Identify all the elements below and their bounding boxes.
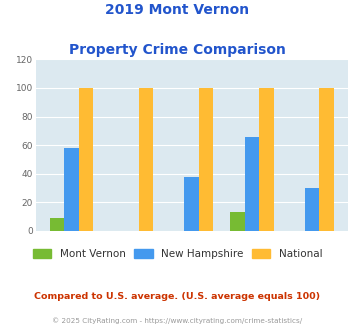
Text: Compared to U.S. average. (U.S. average equals 100): Compared to U.S. average. (U.S. average … xyxy=(34,292,321,301)
Bar xyxy=(78,88,93,231)
Bar xyxy=(259,88,274,231)
Bar xyxy=(199,88,213,231)
Bar xyxy=(139,88,153,231)
Bar xyxy=(319,88,334,231)
Bar xyxy=(245,137,259,231)
Text: 2019 Mont Vernon: 2019 Mont Vernon xyxy=(105,3,250,17)
Text: © 2025 CityRating.com - https://www.cityrating.com/crime-statistics/: © 2025 CityRating.com - https://www.city… xyxy=(53,317,302,324)
Bar xyxy=(185,177,199,231)
Bar xyxy=(64,148,78,231)
Text: Property Crime Comparison: Property Crime Comparison xyxy=(69,43,286,57)
Bar xyxy=(230,213,245,231)
Bar xyxy=(50,218,64,231)
Legend: Mont Vernon, New Hampshire, National: Mont Vernon, New Hampshire, National xyxy=(29,246,326,262)
Bar xyxy=(305,188,319,231)
